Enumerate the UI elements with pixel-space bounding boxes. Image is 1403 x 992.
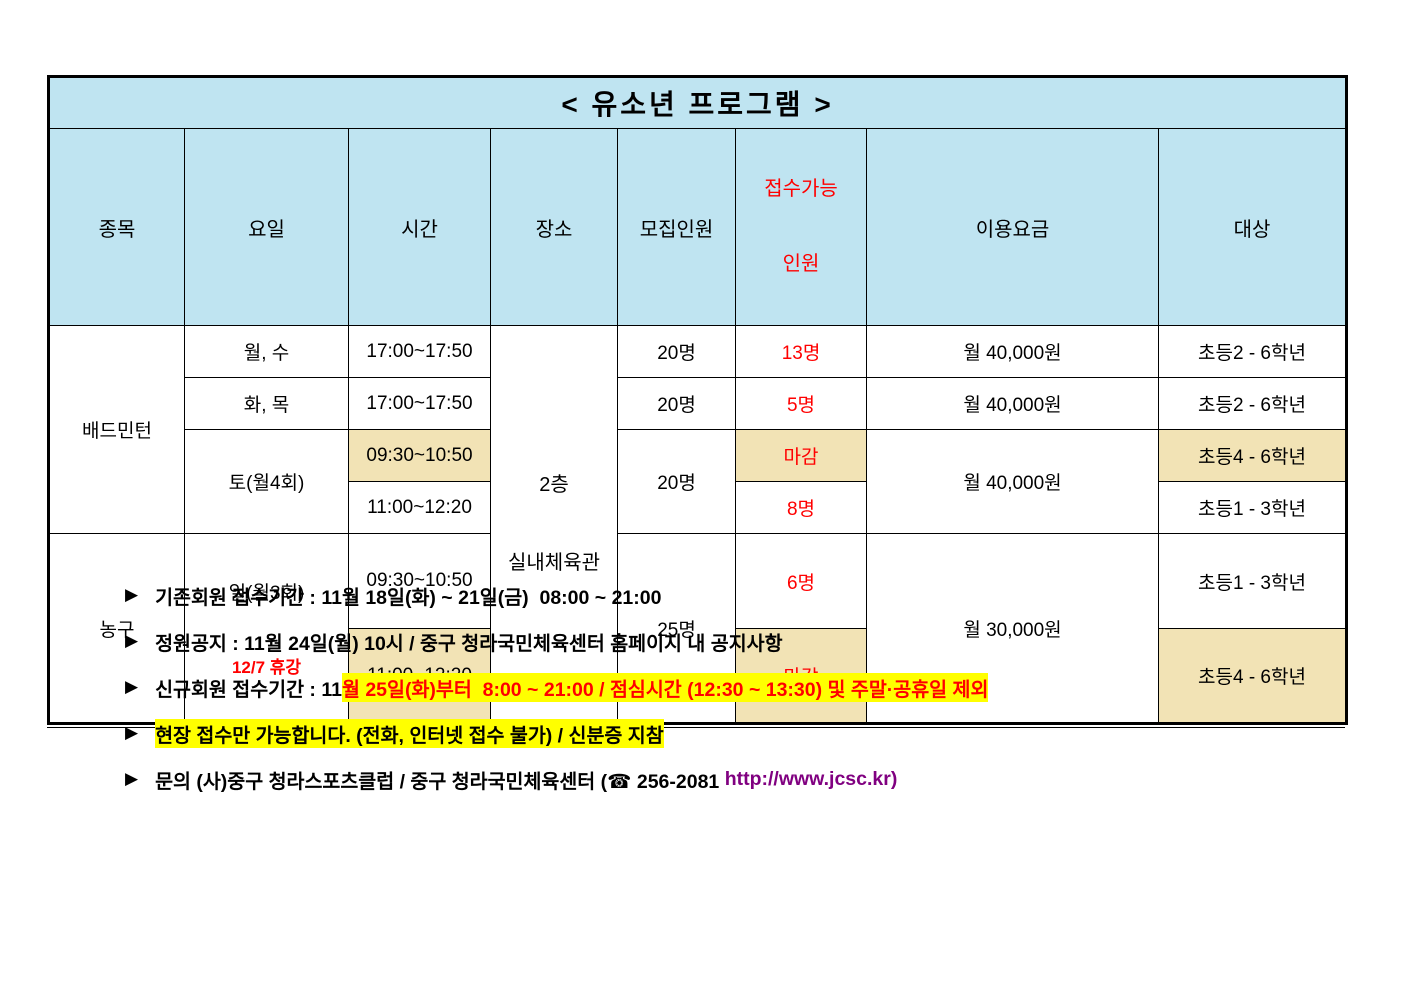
time-cell: 17:00~17:50 (348, 377, 491, 430)
available-cell-closed: 마감 (735, 429, 867, 482)
capacity-cell: 20명 (617, 429, 736, 534)
table-bottom-rule (47, 727, 1345, 728)
header-day: 요일 (184, 128, 349, 326)
sport-basketball: 농구 (48, 533, 185, 724)
bullet-triangle-icon: ▶ (125, 585, 139, 604)
note-text: 정원공지 : 11월 24일(월) 10시 / 중구 청라국민체육센터 홈페이지… (155, 632, 783, 655)
day-cell-with-note: 일(월3회) 12/7 휴강 (184, 533, 349, 724)
place-cell: 2층 실내체육관 (490, 325, 618, 724)
target-cell: 초등2 - 6학년 (1158, 325, 1347, 378)
sport-badminton: 배드민턴 (48, 325, 185, 534)
bullet-triangle-icon: ▶ (125, 677, 139, 696)
header-fee: 이용요금 (866, 128, 1159, 326)
time-cell: 17:00~17:50 (348, 325, 491, 378)
day-cell: 화, 목 (184, 377, 349, 430)
day-cell: 토(월4회) (184, 429, 349, 534)
fee-cell: 월 40,000원 (866, 377, 1159, 430)
fee-cell: 월 40,000원 (866, 429, 1159, 534)
header-available-line1: 접수가능 (764, 178, 838, 200)
note-text-highlighted: 현장 접수만 가능합니다. (전화, 인터넷 접수 불가) / 신분증 지참 (155, 718, 664, 748)
day-label: 일(월3회) (228, 583, 305, 604)
website-url-link[interactable]: http://www.jcsc.kr) (724, 767, 898, 790)
note-contact: ▶ 문의 (사)중구 청라스포츠클럽 / 중구 청라국민체육센터 (☎ 256-… (125, 767, 1335, 793)
note-new-members: ▶ 신규회원 접수기간 : 11 월 25일(화)부터 8:00 ~ 21:00… (125, 672, 1335, 702)
target-cell-highlighted: 초등4 - 6학년 (1158, 429, 1347, 482)
note-text: 신규회원 접수기간 : 11 (155, 678, 342, 701)
time-cell: 11:00~12:20 (348, 481, 491, 534)
place-line2: 실내체육관 (508, 552, 600, 574)
note-text: 기존회원 접수기간 : 11월 18일(화) ~ 21일(금) 08:00 ~ … (155, 586, 662, 609)
capacity-cell: 20명 (617, 377, 736, 430)
place-line1: 2층 (539, 474, 569, 496)
note-capacity-announcement: ▶ 정원공지 : 11월 24일(월) 10시 / 중구 청라국민체육센터 홈페… (125, 631, 1335, 655)
note-text-highlighted: 월 25일(화)부터 8:00 ~ 21:00 / 점심시간 (12:30 ~ … (341, 672, 989, 702)
available-cell: 5명 (735, 377, 867, 430)
note-existing-members: ▶ 기존회원 접수기간 : 11월 18일(화) ~ 21일(금) 08:00 … (125, 585, 1335, 609)
header-available: 접수가능 인원 (735, 128, 867, 326)
header-available-line2: 인원 (782, 253, 820, 275)
header-target: 대상 (1158, 128, 1347, 326)
bullet-triangle-icon: ▶ (125, 631, 139, 650)
note-onsite-only: ▶ 현장 접수만 가능합니다. (전화, 인터넷 접수 불가) / 신분증 지참 (125, 718, 1335, 748)
available-cell: 13명 (735, 325, 867, 378)
day-cell: 월, 수 (184, 325, 349, 378)
bullet-triangle-icon: ▶ (125, 723, 139, 742)
target-cell: 초등2 - 6학년 (1158, 377, 1347, 430)
capacity-cell: 20명 (617, 325, 736, 378)
header-category: 종목 (48, 128, 185, 326)
notice-list: ▶ 기존회원 접수기간 : 11월 18일(화) ~ 21일(금) 08:00 … (125, 585, 1335, 815)
fee-cell: 월 40,000원 (866, 325, 1159, 378)
time-cell-highlighted: 09:30~10:50 (348, 429, 491, 482)
available-cell: 8명 (735, 481, 867, 534)
table-title: < 유소년 프로그램 > (48, 76, 1347, 129)
day-cancellation-note: 12/7 휴강 (231, 658, 302, 677)
header-time: 시간 (348, 128, 491, 326)
target-cell-highlighted: 초등4 - 6학년 (1158, 628, 1347, 724)
header-place: 장소 (490, 128, 618, 326)
target-cell: 초등1 - 3학년 (1158, 481, 1347, 534)
header-capacity: 모집인원 (617, 128, 736, 326)
target-cell: 초등1 - 3학년 (1158, 533, 1347, 629)
available-cell: 6명 (735, 533, 867, 629)
note-text: 문의 (사)중구 청라스포츠클럽 / 중구 청라국민체육센터 (☎ 256-20… (155, 770, 725, 793)
bullet-triangle-icon: ▶ (125, 769, 139, 788)
